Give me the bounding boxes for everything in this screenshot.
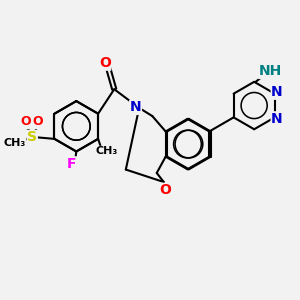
Text: O: O: [32, 116, 43, 128]
Text: N: N: [271, 85, 283, 99]
Text: O: O: [20, 116, 31, 128]
Text: CH₃: CH₃: [3, 138, 26, 148]
Text: F: F: [67, 157, 76, 171]
Text: S: S: [27, 130, 37, 144]
Text: N: N: [130, 100, 141, 114]
Text: CH₃: CH₃: [96, 146, 118, 156]
Text: N: N: [271, 112, 283, 126]
Text: O: O: [159, 183, 171, 197]
Text: NH: NH: [259, 64, 282, 79]
Text: O: O: [99, 56, 111, 70]
